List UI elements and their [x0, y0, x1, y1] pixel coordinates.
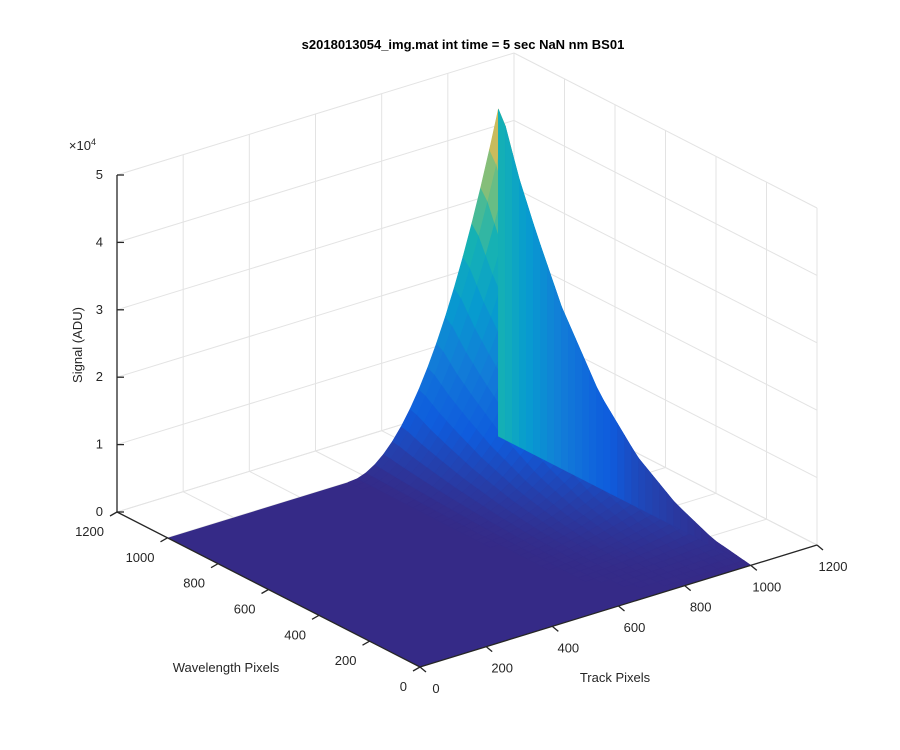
surface-end-face [617, 422, 625, 502]
surface-end-face [533, 224, 541, 459]
z-exponent-label: ×104 [69, 137, 96, 153]
surface-end-face [743, 559, 752, 566]
surface-end-face [540, 245, 548, 462]
surface-end-face [554, 286, 562, 469]
backwall-gridline-horizontal [116, 254, 515, 378]
surface-end-face [568, 322, 576, 477]
y-axis-label: Wavelength Pixels [173, 660, 280, 675]
surface-end-face [561, 306, 569, 473]
y-axis-tick [261, 588, 269, 595]
surface-layer [167, 108, 752, 667]
surface-end-face [582, 354, 590, 484]
backwall-gridline-horizontal [116, 187, 515, 311]
x-tick-label: 400 [557, 640, 579, 655]
x-tick-label: 1000 [752, 579, 781, 594]
y-tick-label: 200 [335, 653, 357, 668]
z-tick-label: 1 [96, 437, 103, 452]
z-tick-label: 5 [96, 167, 103, 182]
x-tick-label: 800 [690, 600, 712, 615]
axis-layer: 0200400600800100012000200400600800100012… [75, 167, 847, 696]
y-axis-tick [160, 537, 168, 543]
y-axis-tick [412, 666, 421, 672]
x-tick-label: 0 [432, 681, 439, 696]
surface-end-face [547, 265, 555, 466]
sidewall-gridline-horizontal [513, 52, 818, 209]
x-tick-label: 1200 [819, 559, 848, 574]
x-tick-label: 600 [624, 620, 646, 635]
surface-end-face [624, 434, 632, 505]
surface-end-face [603, 399, 611, 495]
x-axis-label: Track Pixels [580, 670, 651, 685]
y-tick-label: 600 [234, 602, 256, 617]
x-axis-tick [684, 585, 692, 592]
y-tick-label: 400 [284, 627, 306, 642]
y-tick-label: 800 [183, 576, 205, 591]
z-axis-label: Signal (ADU) [70, 307, 85, 383]
x-axis-tick [485, 646, 493, 653]
surface-end-face [575, 338, 583, 480]
y-tick-label: 1000 [126, 550, 155, 565]
y-axis-tick [362, 640, 370, 646]
surface-end-face [512, 153, 520, 448]
surface-end-face [631, 446, 639, 509]
x-axis-tick [551, 625, 559, 632]
z-tick-label: 2 [96, 369, 103, 384]
z-tick-label: 4 [96, 234, 103, 249]
y-axis-tick [210, 563, 219, 569]
z-tick-label: 0 [96, 504, 103, 519]
sidewall-gridline-horizontal [513, 254, 818, 411]
surface-end-face [519, 179, 527, 452]
surface-end-face [638, 457, 646, 513]
x-axis-tick [816, 544, 824, 551]
x-axis-tick [419, 666, 427, 673]
surface-end-face [505, 126, 513, 444]
surface-end-face [498, 109, 506, 441]
surface-end-face [589, 370, 597, 487]
y-axis-tick [109, 511, 118, 517]
x-tick-label: 200 [491, 661, 513, 676]
y-axis-tick [311, 614, 320, 620]
y-tick-label: 1200 [75, 524, 104, 539]
chart-title: s2018013054_img.mat int time = 5 sec NaN… [302, 37, 625, 52]
backwall-gridline-horizontal [116, 52, 515, 176]
sidewall-gridline-horizontal [513, 187, 818, 344]
x-axis-tick [618, 605, 625, 612]
x-axis-tick [750, 564, 758, 571]
backwall-gridline-horizontal [116, 119, 515, 243]
surface-end-face [610, 411, 618, 498]
surface-end-face [645, 466, 653, 516]
z-tick-label: 3 [96, 302, 103, 317]
surface-end-face [596, 386, 604, 491]
y-tick-label: 0 [400, 679, 407, 694]
surface-end-face [526, 201, 534, 455]
grid-layer [116, 52, 818, 668]
label-layer: s2018013054_img.mat int time = 5 sec NaN… [69, 37, 651, 685]
sidewall-gridline-horizontal [513, 119, 818, 276]
